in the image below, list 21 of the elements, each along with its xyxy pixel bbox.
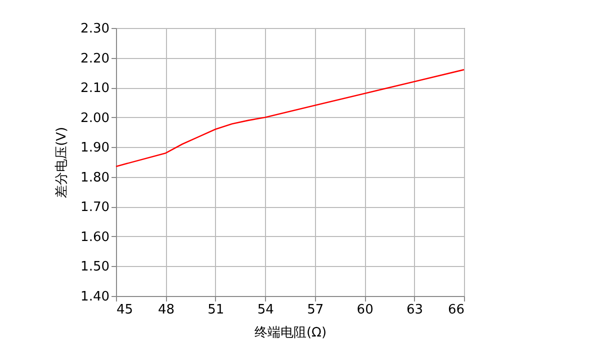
x-tick-label: 66 bbox=[448, 302, 464, 318]
line-series bbox=[115, 69, 465, 168]
x-tick-label: 54 bbox=[257, 302, 274, 318]
x-tick-label: 57 bbox=[307, 302, 324, 318]
y-tick-label: 1.50 bbox=[80, 260, 110, 275]
x-tick-label: 48 bbox=[158, 302, 174, 318]
x-tick-label: 60 bbox=[356, 302, 374, 318]
y-tick-label: 1.80 bbox=[80, 170, 110, 186]
y-tick-label: 2.20 bbox=[80, 51, 110, 66]
y-tick-label: 1.40 bbox=[80, 290, 110, 304]
y-axis-title: 差分电压(V) bbox=[54, 126, 70, 198]
x-tick-label: 45 bbox=[116, 302, 134, 318]
y-tick-label: 1.70 bbox=[80, 200, 110, 216]
x-tick-label: 51 bbox=[208, 302, 224, 318]
y-tick-label: 2.00 bbox=[80, 110, 110, 126]
x-axis-title: 终端电阻(Ω) bbox=[254, 326, 327, 340]
y-tick-label: 1.90 bbox=[80, 140, 110, 156]
y-tick-label: 1.60 bbox=[80, 230, 110, 245]
y-tick-label: 2.30 bbox=[80, 22, 110, 36]
x-tick-label: 63 bbox=[406, 302, 424, 318]
y-tick-label: 2.10 bbox=[80, 81, 110, 96]
